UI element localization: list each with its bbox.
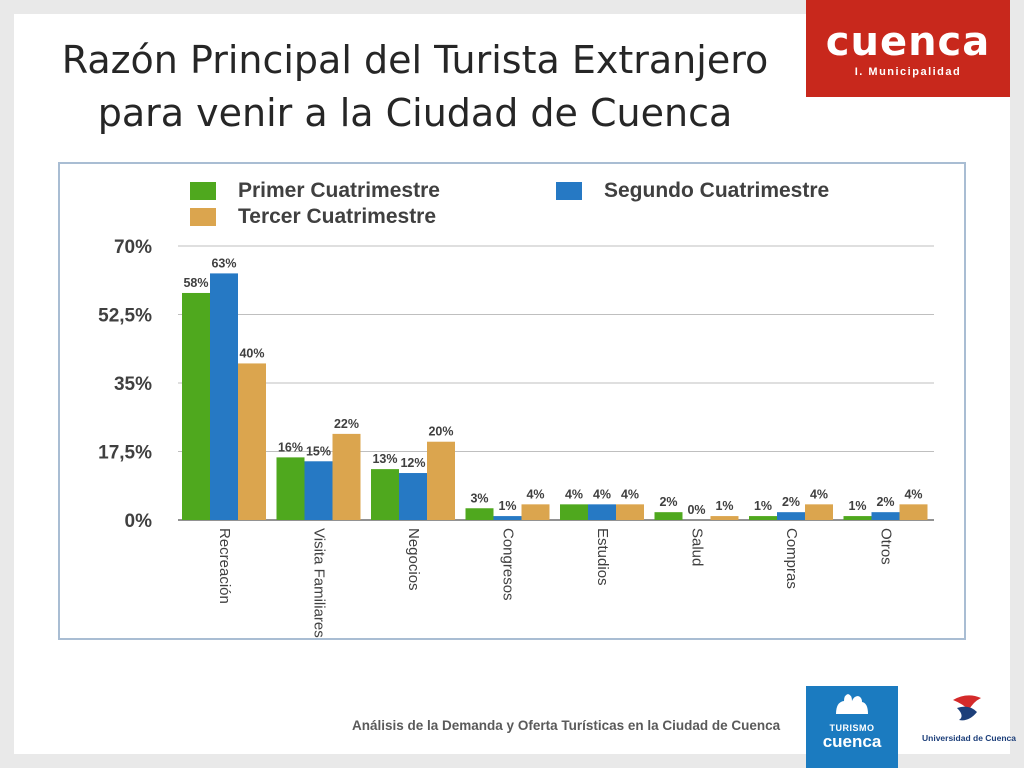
title-line-1: Razón Principal del Turista Extranjero (61, 38, 769, 82)
x-tick-label: Estudios (594, 528, 611, 586)
bar-1-0 (182, 292, 210, 520)
legend-label-3: Tercer Cuatrimestre (238, 205, 436, 228)
legend-swatch-1 (190, 182, 216, 200)
bar-3-7 (899, 504, 928, 520)
legend-swatch-3 (190, 208, 216, 226)
y-tick-label: 35% (114, 374, 152, 395)
chart-legend: Primer Cuatrimestre Segundo Cuatrimestre T… (190, 179, 829, 228)
bar-2-4 (588, 504, 616, 520)
bar-data-label: 63% (211, 256, 236, 270)
bar-data-label: 13% (372, 452, 397, 466)
x-tick-label: Recreación (216, 528, 233, 604)
x-tick-label: Visita Familiares (311, 528, 328, 638)
bar-data-label: 40% (239, 346, 264, 360)
bar-1-3 (465, 508, 494, 520)
x-axis: Recreación Visita Familiares Negocios Congr… (216, 528, 895, 638)
bar-1-5 (654, 512, 683, 520)
y-tick-label: 0% (125, 511, 153, 532)
x-tick-label: Compras (783, 528, 800, 589)
bar-data-label: 4% (904, 487, 922, 501)
turismo-cuenca-logo: TURISMO cuenca (806, 686, 898, 768)
bar-chart: Primer Cuatrimestre Segundo Cuatrimestre T… (98, 179, 934, 638)
bar-3-0 (238, 363, 266, 520)
y-axis: 0% 17,5% 35% 52,5% 70% (98, 237, 152, 532)
bar-data-label: 1% (498, 499, 516, 513)
bar-2-7 (871, 512, 900, 520)
cuenca-logo-subtitle: I. Municipalidad (854, 66, 962, 78)
legend-label-2: Segundo Cuatrimestre (604, 179, 829, 202)
bar-2-2 (399, 473, 427, 520)
legend-swatch-2 (556, 182, 582, 200)
bar-data-label: 4% (810, 487, 828, 501)
bar-data-label: 12% (400, 456, 425, 470)
x-tick-label: Congresos (500, 528, 517, 601)
x-tick-label: Salud (689, 528, 706, 566)
bar-data-label: 4% (621, 487, 639, 501)
bar-2-1 (304, 461, 333, 520)
legend-label-1: Primer Cuatrimestre (238, 179, 440, 202)
bar-3-1 (332, 433, 361, 520)
universidad-label: Universidad de Cuenca (922, 733, 1017, 743)
chart-bars: 58%63% 40% 16% 15%22% 13% 12% 20% 3% 1% 4% 4% 4% 4% 2… (182, 256, 928, 520)
bar-data-label: 16% (278, 440, 303, 454)
x-tick-label: Negocios (405, 528, 422, 591)
bar-1-4 (560, 504, 588, 520)
bar-data-label: 4% (593, 487, 611, 501)
bar-data-label: 22% (334, 417, 359, 431)
y-tick-label: 52,5% (98, 306, 152, 327)
universidad-cuenca-logo: Universidad de Cuenca (922, 690, 1017, 750)
bar-3-5 (710, 516, 739, 520)
x-tick-label: Otros (878, 528, 895, 565)
bar-data-label: 15% (306, 444, 331, 458)
slide-title: Razón Principal del Turista Extranjero p… (20, 34, 810, 140)
bar-data-label: 1% (754, 499, 772, 513)
bar-1-6 (749, 516, 777, 520)
bar-2-3 (493, 516, 522, 520)
bar-data-label: 2% (782, 495, 800, 509)
turismo-logo-word: cuenca (822, 732, 882, 751)
bar-data-label: 0% (687, 503, 705, 517)
bar-3-6 (805, 504, 833, 520)
bar-data-label: 3% (470, 491, 488, 505)
bar-data-label: 2% (659, 495, 677, 509)
y-tick-label: 17,5% (98, 443, 152, 464)
bar-data-label: 4% (565, 487, 583, 501)
bar-1-2 (371, 469, 399, 520)
bar-data-label: 1% (715, 499, 733, 513)
cuenca-municipalidad-logo: cuenca I. Municipalidad (806, 0, 1010, 97)
turismo-logo-small-text: TURISMO (829, 723, 875, 733)
y-tick-label: 70% (114, 237, 152, 258)
bar-data-label: 2% (876, 495, 894, 509)
bar-data-label: 4% (526, 487, 544, 501)
bar-2-6 (777, 512, 805, 520)
cuenca-logo-word: cuenca (825, 19, 991, 65)
title-line-2: para venir a la Ciudad de Cuenca (97, 91, 733, 135)
footer-caption: Análisis de la Demanda y Oferta Turístic… (352, 718, 781, 733)
university-emblem-icon (953, 695, 981, 721)
cathedral-dome-icon (836, 694, 868, 714)
bar-data-label: 1% (848, 499, 866, 513)
bar-3-3 (521, 504, 550, 520)
bar-1-1 (276, 457, 305, 520)
bar-data-label: 20% (428, 425, 453, 439)
bar-3-2 (427, 441, 455, 520)
chart-frame: Primer Cuatrimestre Segundo Cuatrimestre T… (58, 162, 966, 640)
bar-1-7 (843, 516, 872, 520)
bar-data-label: 58% (183, 276, 208, 290)
bar-3-4 (616, 504, 644, 520)
bar-2-0 (210, 273, 238, 520)
